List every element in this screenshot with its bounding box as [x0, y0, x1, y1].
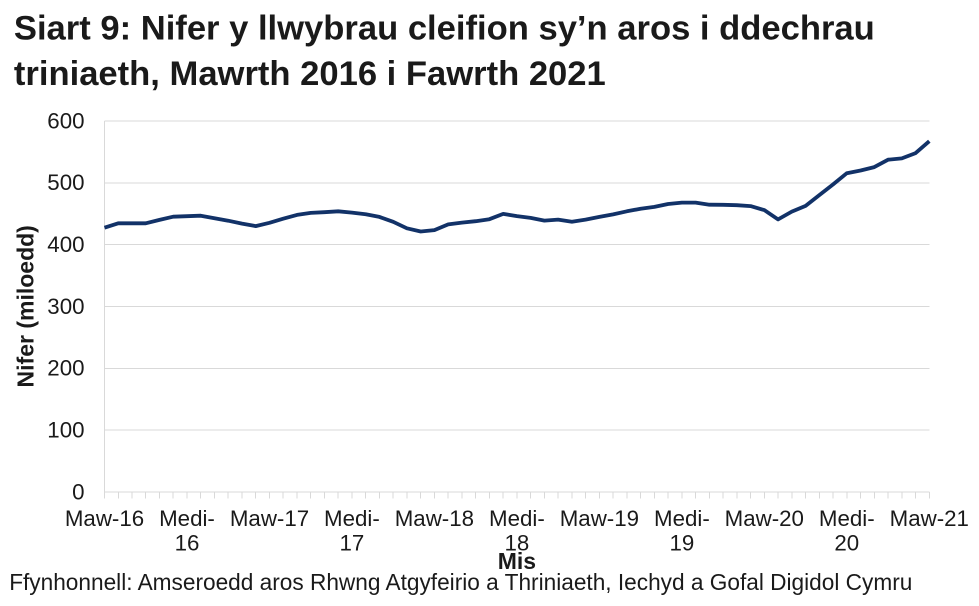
svg-text:Ffynhonnell: Amseroedd aros Rh: Ffynhonnell: Amseroedd aros Rhwng Atgyfe…	[9, 569, 912, 595]
svg-text:16: 16	[175, 531, 200, 556]
svg-text:triniaeth, Mawrth 2016 i Fawrt: triniaeth, Mawrth 2016 i Fawrth 2021	[14, 55, 606, 93]
svg-text:Medi-: Medi-	[489, 506, 545, 531]
svg-text:Siart 9: Nifer y llwybrau clei: Siart 9: Nifer y llwybrau cleifion sy’n …	[14, 10, 875, 48]
svg-text:20: 20	[834, 531, 859, 556]
svg-text:Medi-: Medi-	[819, 506, 875, 531]
svg-text:19: 19	[669, 531, 694, 556]
svg-text:100: 100	[47, 418, 84, 443]
svg-text:Maw-21: Maw-21	[890, 506, 969, 531]
svg-text:Medi-: Medi-	[654, 506, 710, 531]
svg-text:400: 400	[47, 232, 84, 257]
svg-text:Mis: Mis	[498, 548, 536, 574]
svg-text:Maw-18: Maw-18	[395, 506, 474, 531]
svg-text:Medi-: Medi-	[159, 506, 215, 531]
svg-text:600: 600	[47, 108, 84, 133]
svg-text:Maw-16: Maw-16	[65, 506, 144, 531]
svg-text:17: 17	[339, 531, 364, 556]
svg-text:18: 18	[504, 531, 529, 556]
svg-text:200: 200	[47, 356, 84, 381]
svg-text:300: 300	[47, 294, 84, 319]
svg-text:Maw-19: Maw-19	[560, 506, 639, 531]
svg-text:Nifer (miloedd): Nifer (miloedd)	[12, 225, 38, 387]
svg-text:500: 500	[47, 170, 84, 195]
svg-text:0: 0	[72, 479, 84, 504]
svg-text:Maw-17: Maw-17	[230, 506, 309, 531]
svg-text:Medi-: Medi-	[324, 506, 380, 531]
svg-text:Maw-20: Maw-20	[725, 506, 804, 531]
